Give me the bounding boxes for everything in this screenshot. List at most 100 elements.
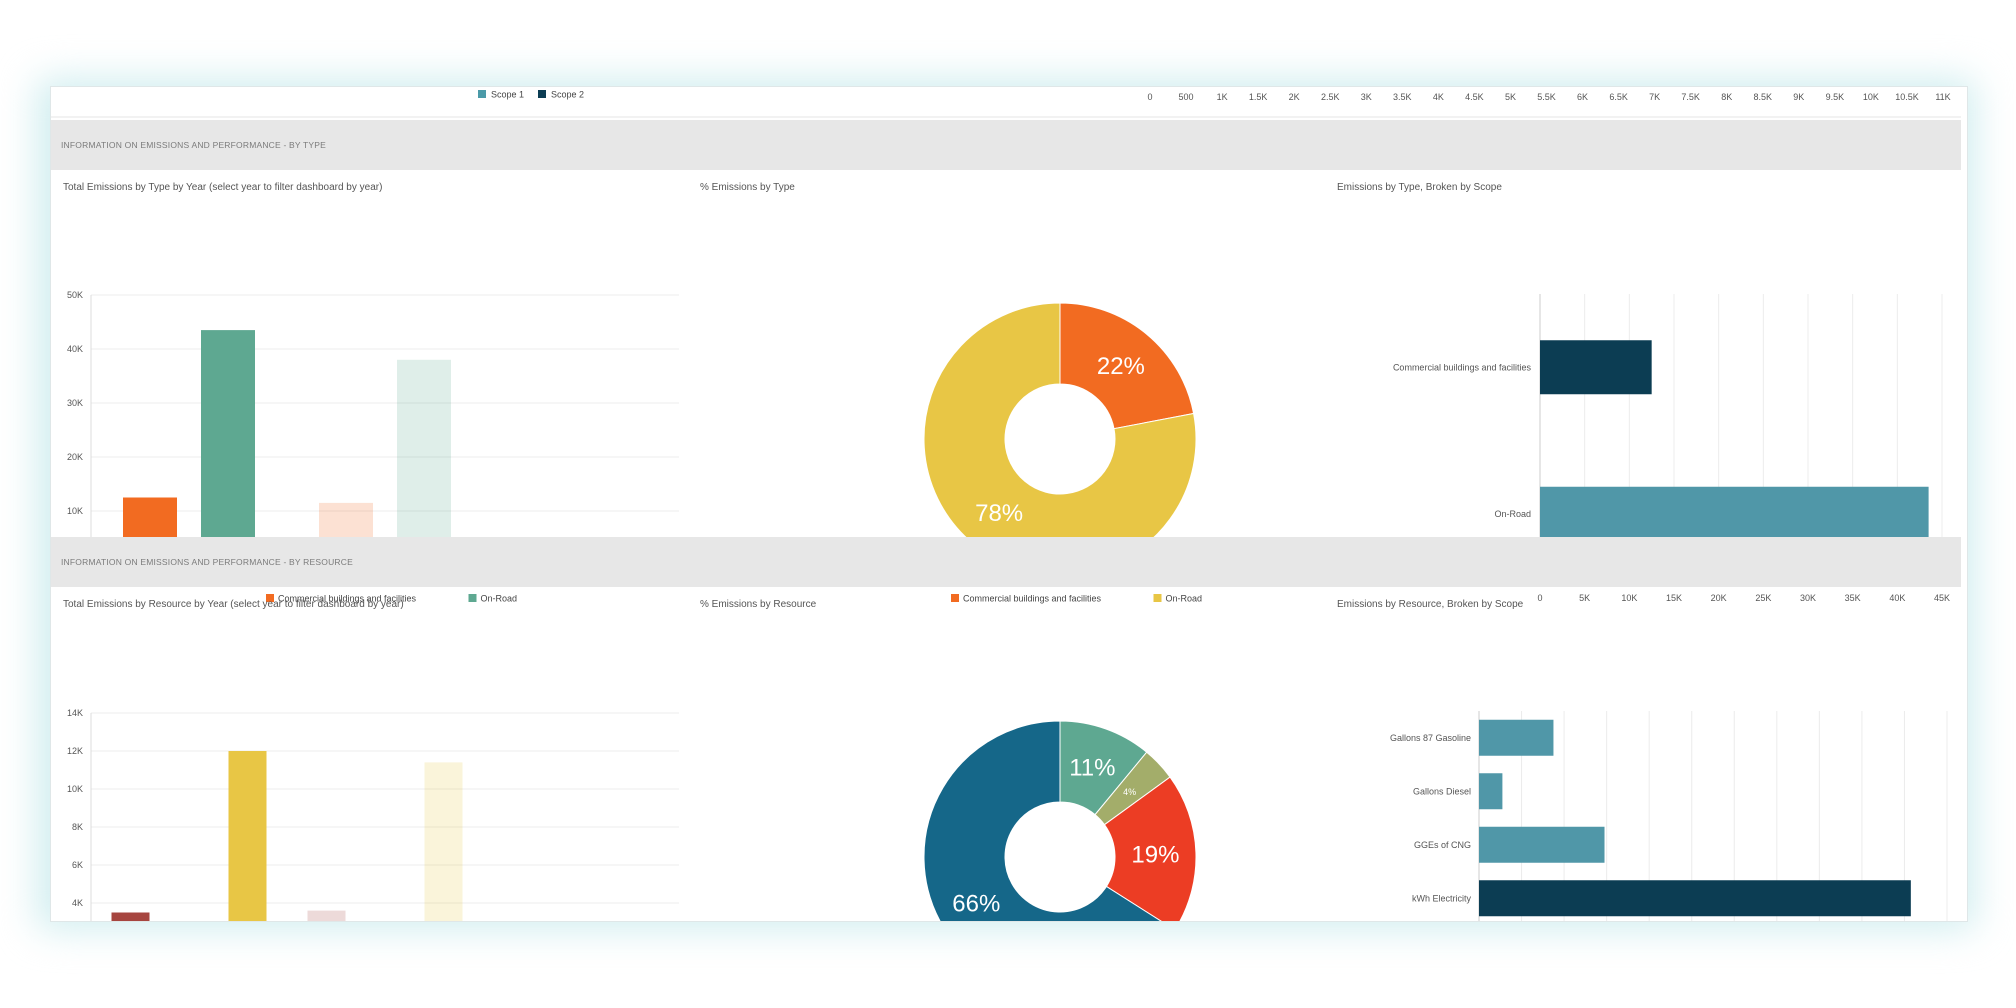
chart-title-res-bar: Total Emissions by Resource by Year (sel… <box>63 599 404 610</box>
type-donut-chart[interactable]: 22% 78% Commercial buildings and facilitie… <box>691 199 1331 604</box>
type-hbar-chart[interactable]: 0 5K 10K 15K 20K 25K 30K 35K 40K 45K Commercial bu… <box>1331 199 1967 603</box>
y-tick-label: GGEs of CNG <box>1414 840 1471 850</box>
slice-label: 66% <box>952 890 1000 917</box>
donut-slice <box>923 720 1162 921</box>
legend-label: On-Road <box>1166 594 1203 604</box>
y-tick-label: 6K <box>72 860 83 870</box>
bar <box>228 751 267 921</box>
legend-label: Scope 2 <box>551 90 584 100</box>
axis-tick-label: 2K <box>1289 92 1300 102</box>
slice-label: 19% <box>1131 841 1179 868</box>
top-axis: 0 500 1K 1.5K 2K 2.5K 3K 3.5K 4K 4.5K 5K 5.5K 6K 6.5K… <box>1147 92 1950 102</box>
res-hbar-chart[interactable]: Gallons 87 Gasoline Gallons Diesel GGEs of… <box>1331 615 1967 921</box>
legend-swatch <box>478 90 486 98</box>
bar <box>1479 773 1503 810</box>
axis-tick-label: 5K <box>1505 92 1516 102</box>
bar <box>1540 486 1929 541</box>
axis-tick-label: 2.5K <box>1321 92 1340 102</box>
donut-slice <box>1059 302 1195 430</box>
y-tick-label: 10K <box>67 784 83 794</box>
x-tick-label: 35K <box>1845 593 1861 603</box>
x-tick-label: 30K <box>1800 593 1816 603</box>
x-tick-label: 10K <box>1621 593 1637 603</box>
res-donut-chart[interactable]: 11% 4% 19% 66% <box>691 615 1331 921</box>
axis-tick-label: 8.5K <box>1754 92 1773 102</box>
axis-tick-label: 4K <box>1433 92 1444 102</box>
bar <box>424 762 463 921</box>
legend-swatch <box>951 594 959 602</box>
chart-title-res-hbar: Emissions by Resource, Broken by Scope <box>1337 599 1524 610</box>
axis-tick-label: 5.5K <box>1537 92 1556 102</box>
type-bar-chart[interactable]: 010K20K30K40K50K201920202021Commercial b… <box>51 199 691 604</box>
dashboard-panel: Scope 1 Scope 2 0 500 1K 1.5K 2K 2.5K 3K 3.5K 4K 4… <box>50 86 1968 922</box>
axis-tick-label: 10K <box>1863 92 1879 102</box>
legend-label: On-Road <box>481 594 518 604</box>
y-tick-label: 14K <box>67 708 83 718</box>
chart-title-res-donut: % Emissions by Resource <box>700 599 817 610</box>
y-tick-label: On-Road <box>1494 509 1531 519</box>
section-title: INFORMATION ON EMISSIONS AND PERFORMANCE… <box>61 140 327 150</box>
axis-tick-label: 7.5K <box>1681 92 1700 102</box>
x-tick-label: 15K <box>1666 593 1682 603</box>
axis-tick-label: 9.5K <box>1826 92 1845 102</box>
y-tick-label: Gallons 87 Gasoline <box>1390 733 1471 743</box>
legend-label: Scope 1 <box>491 90 524 100</box>
y-tick-label: 4K <box>72 898 83 908</box>
x-tick-label: 45K <box>1934 593 1950 603</box>
y-tick-label: kWh Electricity <box>1412 893 1472 903</box>
bar <box>307 910 346 921</box>
axis-tick-label: 7K <box>1649 92 1660 102</box>
axis-tick-label: 6.5K <box>1609 92 1628 102</box>
y-tick-label: 50K <box>67 290 83 300</box>
y-tick-label: 8K <box>72 822 83 832</box>
slice-label: 4% <box>1123 787 1136 797</box>
axis-tick-label: 8K <box>1721 92 1732 102</box>
section-title: INFORMATION ON EMISSIONS AND PERFORMANCE… <box>61 557 353 567</box>
section-header-by-type: INFORMATION ON EMISSIONS AND PERFORMANCE… <box>51 120 1961 170</box>
chart-title-type-hbar: Emissions by Type, Broken by Scope <box>1337 182 1502 193</box>
top-strip: Scope 1 Scope 2 0 500 1K 1.5K 2K 2.5K 3K 3.5K 4K 4… <box>51 90 1961 118</box>
chart-title-type-donut: % Emissions by Type <box>700 182 795 193</box>
axis-tick-label: 10.5K <box>1895 92 1919 102</box>
slice-label: 78% <box>975 500 1023 527</box>
top-legend: Scope 1 Scope 2 <box>478 90 584 100</box>
y-tick-label: 20K <box>67 452 83 462</box>
x-tick-label: 5K <box>1579 593 1590 603</box>
axis-tick-label: 11K <box>1935 92 1950 102</box>
x-tick-label: 20K <box>1711 593 1727 603</box>
legend-swatch <box>266 594 274 602</box>
bar <box>1479 826 1605 863</box>
legend-label: Commercial buildings and facilities <box>278 594 417 604</box>
axis-tick-label: 9K <box>1793 92 1804 102</box>
slice-label: 22% <box>1097 353 1145 380</box>
x-tick-label: 25K <box>1755 593 1771 603</box>
legend-swatch <box>1153 594 1162 602</box>
section-header-by-resource: INFORMATION ON EMISSIONS AND PERFORMANCE… <box>51 537 1961 587</box>
x-tick-label: 40K <box>1889 593 1905 603</box>
y-tick-label: 30K <box>67 398 83 408</box>
bar <box>1479 719 1554 756</box>
y-tick-label: Gallons Diesel <box>1413 786 1471 796</box>
bar <box>111 912 150 921</box>
legend-swatch <box>538 90 546 98</box>
y-tick-label: 40K <box>67 344 83 354</box>
bar <box>397 359 451 565</box>
y-tick-label: Commercial buildings and facilities <box>1393 362 1532 372</box>
legend-label: Commercial buildings and facilities <box>963 594 1102 604</box>
y-tick-label: 10K <box>67 506 83 516</box>
axis-tick-label: 3K <box>1361 92 1372 102</box>
donut-slice <box>1103 776 1197 921</box>
axis-tick-label: 500 <box>1179 92 1194 102</box>
axis-tick-label: 1.5K <box>1249 92 1268 102</box>
axis-tick-label: 1K <box>1217 92 1228 102</box>
y-tick-label: 12K <box>67 746 83 756</box>
axis-tick-label: 3.5K <box>1393 92 1412 102</box>
bar <box>201 330 255 565</box>
bar <box>1540 340 1652 395</box>
x-tick-label: 0 <box>1537 593 1542 603</box>
bar <box>1479 880 1911 917</box>
axis-tick-label: 0 <box>1147 92 1152 102</box>
axis-tick-label: 6K <box>1577 92 1588 102</box>
axis-tick-label: 4.5K <box>1465 92 1484 102</box>
